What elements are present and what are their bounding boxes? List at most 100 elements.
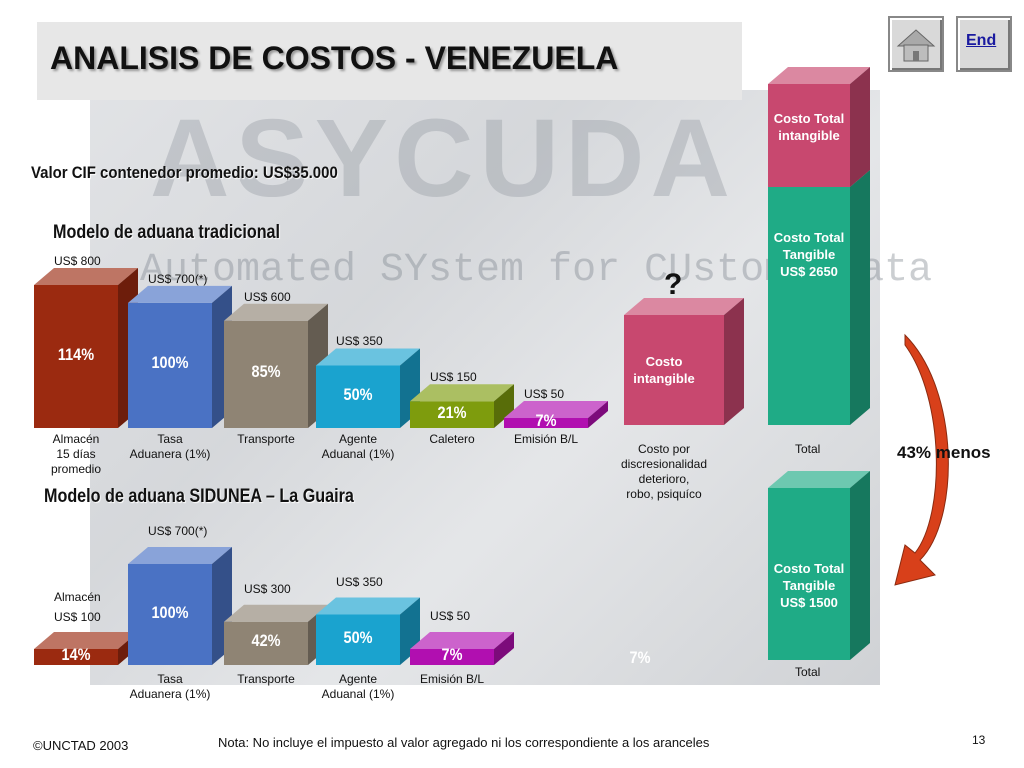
value-label-traditional-2: US$ 600 (244, 289, 291, 304)
segment-label-tangible-bottom: Costo Total Tangible US$ 1500 (759, 560, 859, 611)
category-label-traditional-3: Agente Aduanal (1%) (303, 432, 413, 462)
category-label-traditional-0: Almacén 15 días promedio (21, 432, 131, 477)
page-title: ANALISIS DE COSTOS - VENEZUELA (50, 40, 619, 76)
segment-label-tangible-bottom-line: Tangible (782, 578, 836, 593)
bar-traditional-1-top (128, 285, 232, 303)
section-title-sidunea: Modelo de aduana SIDUNEA – La Guaira (44, 486, 354, 507)
category-label-traditional-5: Emisión B/L (491, 432, 601, 447)
bar-total-tangible-bottom-top (768, 471, 870, 488)
intangible-label-line: intangible (633, 371, 695, 386)
value-label-sidunea-0: US$ 100 (54, 610, 101, 624)
segment-label-intangible: Costo Total intangible (759, 110, 859, 144)
extra-percent-label: 7% (629, 648, 651, 667)
copyright: ©UNCTAD 2003 (33, 738, 129, 753)
cif-value-text: Valor CIF contenedor promedio: US$35.000 (31, 163, 338, 182)
category-label-traditional-6: Costo por discresionalidad deterioro, robo,… (599, 442, 729, 502)
category-label-traditional-0-line: promedio (50, 462, 102, 476)
bar-total-tangible-bottom (768, 488, 850, 660)
background-watermark-word: ASYCUDA (150, 97, 736, 220)
reduction-arrow-icon (894, 333, 949, 586)
bar-sidunea-4 (410, 649, 494, 665)
category-label-traditional-5-line: Emisión B/L (513, 432, 579, 446)
end-button[interactable]: End (956, 16, 1012, 72)
category-label-sidunea-1-line: Tasa (157, 672, 183, 686)
question-mark: ? (664, 268, 683, 301)
percent-label-sidunea-2: 42% (251, 631, 281, 651)
category-label-total-top: Total (795, 442, 821, 456)
percent-label-traditional-5: 7% (535, 411, 557, 430)
intangible-label: Costo intangible (614, 353, 714, 387)
category-label-sidunea-3: Agente Aduanal (1%) (303, 672, 413, 702)
bar-traditional-0-top (34, 268, 138, 285)
segment-label-tangible-top-line: Tangible (782, 247, 836, 262)
bar-total-tangible-top-side (850, 170, 870, 425)
house-icon (896, 29, 936, 62)
value-label-sidunea-4: US$ 50 (430, 609, 471, 623)
bar-sidunea-3 (316, 614, 400, 665)
segment-label-tangible-top-line: US$ 2650 (780, 264, 838, 279)
category-label-traditional-6-line: discresionalidad (620, 457, 708, 471)
bar-total-tangible-bottom-side (850, 471, 870, 660)
bar-total-intangible-top (768, 84, 850, 187)
category-label-traditional-0-line: 15 días (56, 447, 96, 461)
bar-sidunea-3-top (316, 597, 420, 615)
end-label: End (966, 32, 997, 49)
percent-label-sidunea-0: 14% (61, 645, 91, 664)
category-label-traditional-0-line: Almacén (52, 432, 100, 446)
category-label-traditional-2-line: Transporte (237, 432, 295, 446)
segment-label-intangible-line: intangible (778, 128, 840, 143)
segment-label-tangible-bottom-line: Costo Total (773, 561, 845, 576)
segment-label-tangible-top-line: Costo Total (773, 230, 845, 245)
percent-label-traditional-0: 114% (57, 344, 95, 364)
category-label-sidunea-4: Emisión B/L (397, 672, 507, 687)
bar-traditional-0 (34, 285, 118, 428)
footer-note: Nota: No incluye el impuesto al valor ag… (218, 735, 710, 750)
category-label-sidunea-3-line: Agente (338, 672, 378, 686)
value-label-sidunea-3: US$ 350 (336, 574, 383, 589)
bar-traditional-2-top (224, 303, 328, 321)
bar-total-intangible-top-top (768, 67, 870, 84)
bar-traditional-4 (410, 401, 494, 428)
percent-label-traditional-3: 50% (343, 384, 373, 404)
bar-traditional-intangible-top (624, 298, 744, 315)
percent-label-sidunea-4: 7% (441, 645, 463, 664)
bar-traditional-5 (504, 418, 588, 428)
value-label-traditional-4: US$ 150 (430, 370, 477, 385)
category-label-traditional-4-line: Caletero (429, 432, 475, 446)
category-label-traditional-3-line: Aduanal (1%) (321, 447, 395, 461)
category-label-sidunea-2: Transporte (211, 672, 321, 687)
category-label-traditional-6-line: robo, psiquíco (626, 487, 702, 501)
bar-sidunea-4-top (410, 632, 514, 649)
bar-traditional-4-top (410, 384, 514, 402)
bar-sidunea-4-side (494, 632, 514, 665)
bar-traditional-5-top (504, 401, 608, 418)
bar-total-intangible-top-side (850, 67, 870, 187)
category-label-sidunea-3-line: Aduanal (1%) (321, 687, 395, 701)
percent-label-sidunea-3: 50% (343, 627, 373, 647)
value-label-sidunea-2: US$ 300 (244, 581, 291, 596)
category-label-sidunea-0: Almacén (54, 590, 101, 604)
category-label-traditional-6-line: Costo por (637, 442, 691, 456)
percent-label-traditional-2: 85% (251, 362, 281, 382)
category-label-traditional-6-line: deterioro, (638, 472, 690, 486)
title-box (37, 22, 742, 100)
category-label-traditional-2: Transporte (211, 432, 321, 447)
home-button[interactable] (888, 16, 944, 72)
percent-label-sidunea-1: 100% (151, 602, 189, 622)
category-label-sidunea-1: Tasa Aduanera (1%) (115, 672, 225, 702)
bar-traditional-3 (316, 365, 400, 428)
bar-sidunea-0-top (34, 632, 138, 649)
intangible-label-line: Costo (645, 354, 683, 369)
category-label-traditional-4: Caletero (397, 432, 507, 447)
bar-sidunea-0 (34, 649, 118, 665)
percent-label-traditional-1: 100% (151, 353, 189, 373)
value-label-traditional-3: US$ 350 (336, 334, 383, 349)
bar-sidunea-1 (128, 564, 212, 665)
value-label-traditional-0: US$ 800 (54, 254, 101, 268)
segment-label-intangible-line: Costo Total (773, 111, 845, 126)
bar-traditional-2 (224, 320, 308, 428)
category-label-total-bottom: Total (795, 665, 821, 679)
bar-traditional-3-top (316, 348, 420, 366)
section-title-traditional: Modelo de aduana tradicional (53, 222, 281, 243)
